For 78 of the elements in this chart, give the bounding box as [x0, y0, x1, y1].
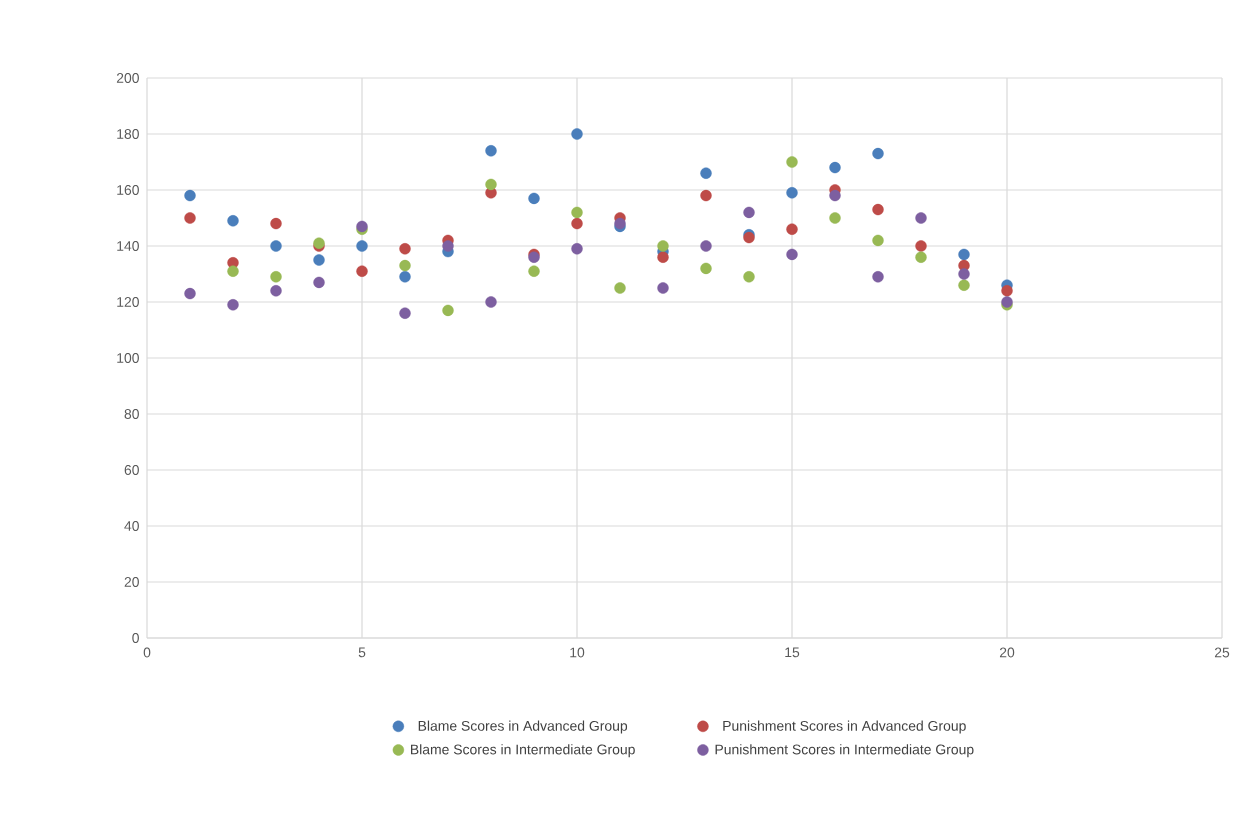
point [958, 279, 970, 291]
point [829, 189, 841, 202]
x-tick-label: 15 [785, 647, 800, 658]
point [915, 212, 927, 224]
x-tick-label: 10 [570, 647, 585, 658]
point [227, 299, 239, 311]
point [829, 212, 841, 224]
point [313, 276, 325, 289]
point [872, 234, 884, 247]
point [184, 287, 196, 300]
point [270, 217, 282, 230]
point [872, 203, 884, 216]
point [786, 248, 798, 261]
point [485, 145, 497, 157]
point [184, 189, 196, 202]
x-tick-label: 5 [358, 647, 366, 658]
point [743, 271, 755, 283]
point [485, 296, 497, 308]
point [442, 240, 454, 252]
point [528, 265, 540, 277]
y-tick-label: 60 [124, 465, 139, 475]
point [571, 128, 583, 140]
point [399, 243, 411, 255]
point [1001, 285, 1013, 297]
point [227, 265, 239, 277]
point [227, 215, 239, 227]
point [399, 271, 411, 283]
point [442, 304, 454, 317]
point [657, 282, 669, 294]
x-tick-label: 0 [143, 647, 151, 658]
point [614, 282, 626, 294]
point [915, 240, 927, 252]
y-tick-label: 140 [117, 241, 139, 251]
point [786, 223, 798, 235]
point [915, 251, 927, 263]
point [958, 248, 970, 261]
point [399, 307, 411, 319]
point [571, 217, 583, 230]
point [657, 240, 669, 252]
x-tick-label: 20 [999, 647, 1015, 658]
point [356, 240, 368, 252]
point [872, 147, 884, 160]
point [700, 189, 712, 202]
point [872, 271, 884, 283]
point [270, 240, 282, 252]
legend-label: Blame Scores in Intermediate Group [411, 744, 635, 758]
point [313, 254, 325, 266]
x-tick-label: 25 [1214, 647, 1230, 658]
point [958, 268, 970, 280]
legend-label: Blame Scores in Advanced Group [418, 720, 628, 734]
point [700, 167, 712, 179]
point [743, 206, 755, 219]
point [657, 251, 669, 263]
y-tick-label: 40 [124, 521, 139, 531]
legend-label: Punishment Scores in Intermediate Group [715, 744, 974, 758]
point [786, 156, 798, 168]
point [571, 206, 583, 219]
point [399, 259, 411, 272]
y-tick-label: 80 [124, 409, 139, 419]
point [571, 243, 583, 255]
point [270, 271, 282, 283]
y-tick-label: 100 [117, 353, 139, 363]
point [485, 178, 497, 191]
y-tick-label: 20 [124, 577, 139, 587]
point [700, 262, 712, 275]
point [356, 265, 368, 277]
y-tick-label: 180 [117, 129, 139, 139]
point [270, 285, 282, 297]
y-tick-label: 120 [117, 297, 139, 307]
legend-label: Punishment Scores in Advanced Group [723, 720, 966, 734]
point [184, 212, 196, 224]
y-tick-label: 0 [132, 633, 139, 643]
point [829, 161, 841, 174]
point [528, 192, 540, 205]
point [786, 187, 798, 199]
y-tick-label: 160 [117, 185, 139, 195]
point [700, 240, 712, 252]
y-tick-label: 200 [116, 73, 139, 83]
